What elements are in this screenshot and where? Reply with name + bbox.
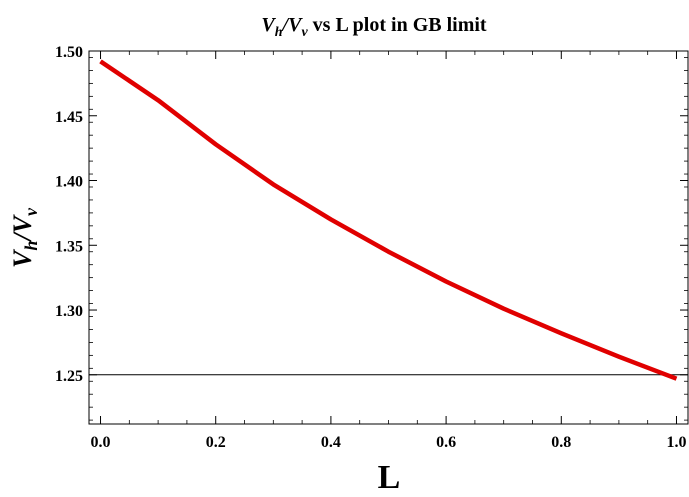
title-v2: V <box>288 14 303 36</box>
x-axis-label: L <box>378 459 401 496</box>
ylabel-slash: / <box>8 231 37 243</box>
y-tick-label: 1.45 <box>55 109 83 126</box>
y-tick-label: 1.35 <box>55 238 83 255</box>
y-tick-label: 1.30 <box>55 303 83 320</box>
y-axis-label: Vh/Vv <box>8 207 41 268</box>
title-v1: V <box>261 14 276 36</box>
chart-title: Vh/Vv vs L plot in GB limit <box>261 14 487 40</box>
ylabel-sub2: v <box>21 207 41 216</box>
y-tick-label: 1.50 <box>55 44 83 61</box>
ylabel-sub1: h <box>21 241 41 251</box>
x-tick-label: 0.8 <box>551 434 571 451</box>
x-tick-label: 0.2 <box>206 434 226 451</box>
x-tick-label: 0.4 <box>321 434 341 451</box>
tick-labels: 0.0 0.2 0.4 0.6 0.8 1.0 1.25 1.30 1.35 1.40 1.45 1.… <box>55 44 686 451</box>
y-tick-label: 1.40 <box>55 174 83 191</box>
title-slash: / <box>281 14 291 36</box>
tick-marks <box>89 50 688 424</box>
x-tick-label: 0.6 <box>436 434 456 451</box>
x-tick-label: 1.0 <box>666 434 686 451</box>
title-rest: vs L plot in GB limit <box>308 14 487 36</box>
series-line <box>99 59 678 381</box>
ylabel-v1: V <box>8 248 37 268</box>
title-sub2: v <box>301 25 308 40</box>
y-tick-label: 1.25 <box>55 368 83 385</box>
x-tick-label: 0.0 <box>91 434 111 451</box>
series-group <box>99 59 678 381</box>
title-sub1: h <box>275 25 283 40</box>
ylabel-v2: V <box>8 213 37 233</box>
plot-frame <box>88 50 689 425</box>
